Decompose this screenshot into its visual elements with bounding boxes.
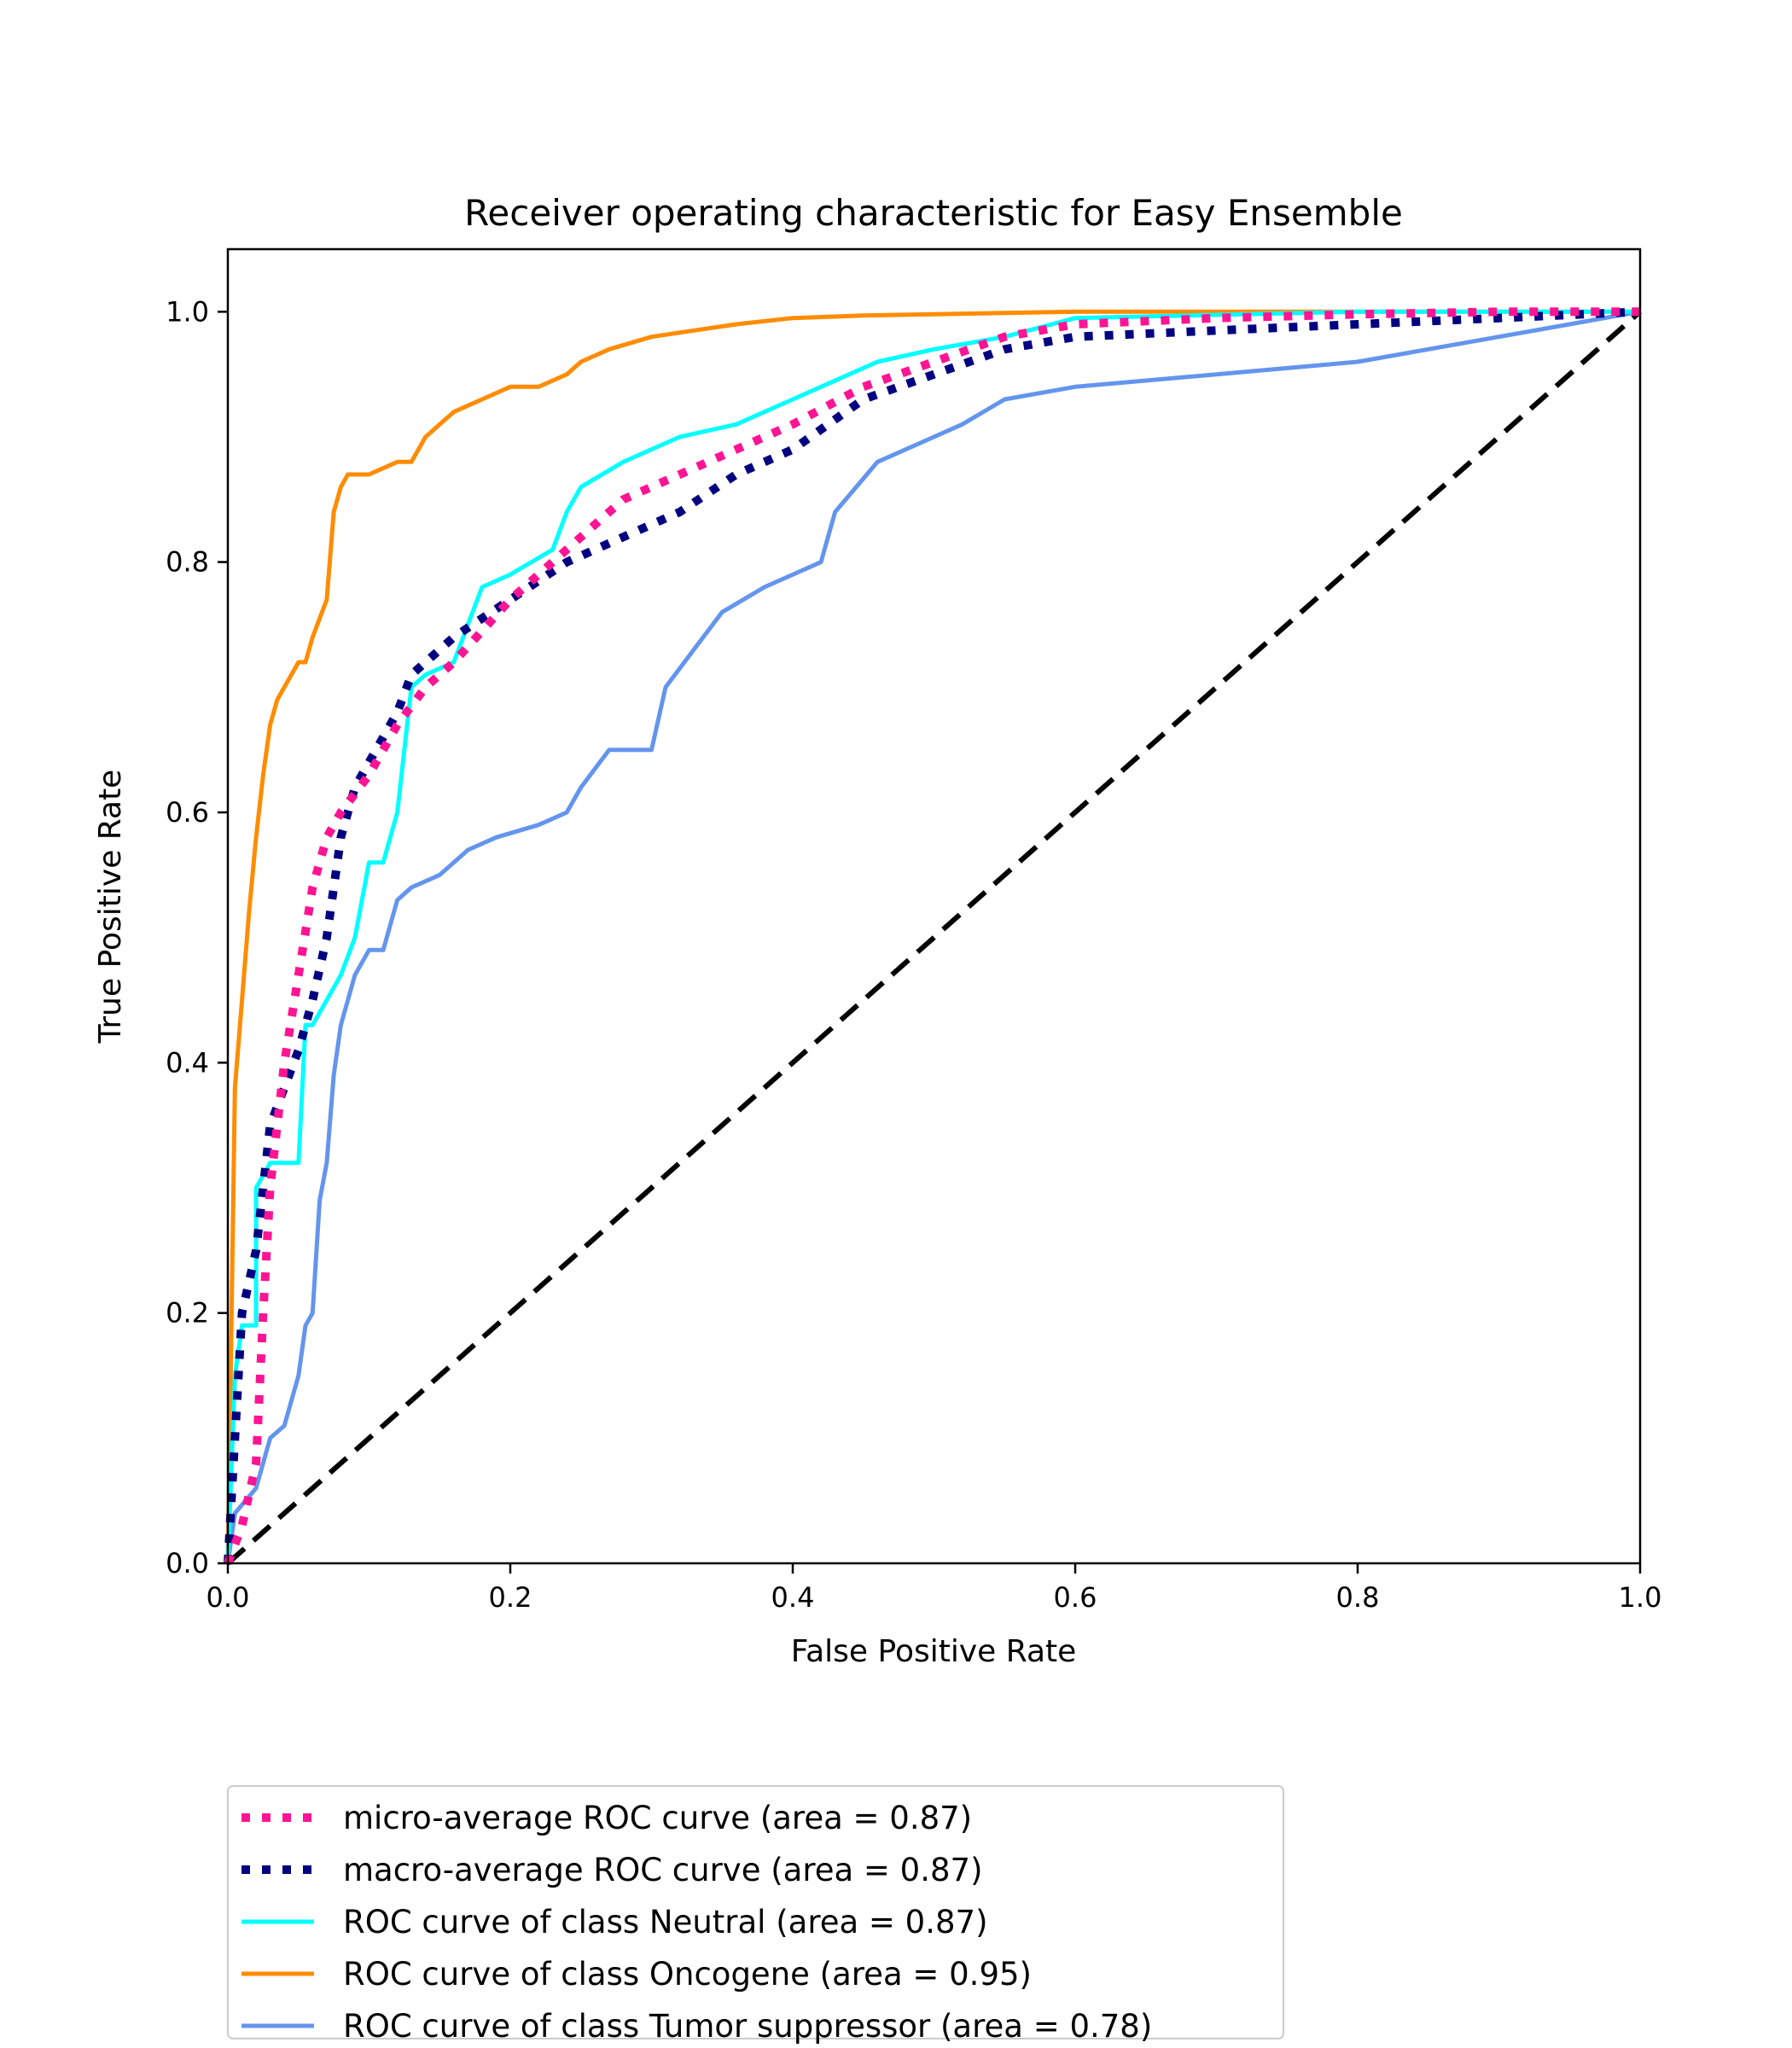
x-tick-label: 1.0 [1619, 1581, 1662, 1614]
series-line-5 [226, 310, 1642, 1566]
x-tick-label: 0.6 [1054, 1581, 1097, 1614]
series-line-3 [225, 309, 1640, 1564]
chart-title: Receiver operating characteristic for Ea… [464, 192, 1403, 234]
legend: micro-average ROC curve (area = 0.87) mac… [227, 1785, 1284, 2045]
legend-label-0: micro-average ROC curve (area = 0.87) [343, 1800, 972, 1836]
x-tick-label: 0.4 [771, 1581, 815, 1614]
x-axis: 0.0 0.2 0.4 0.6 0.8 1.0 [207, 1563, 1662, 1614]
legend-items: micro-average ROC curve (area = 0.87) mac… [241, 1800, 1152, 2045]
legend-box [227, 1785, 1284, 2039]
y-axis-label: True Positive Rate [93, 770, 128, 1044]
x-tick-label: 0.8 [1336, 1581, 1380, 1614]
y-tick-label: 0.8 [166, 546, 209, 579]
y-tick-label: 0.4 [166, 1046, 209, 1079]
x-tick-label: 0.0 [207, 1581, 250, 1614]
y-tick-label: 0.0 [166, 1547, 209, 1580]
legend-label-1: macro-average ROC curve (area = 0.87) [343, 1852, 983, 1888]
series-line-2 [225, 309, 1640, 1564]
y-tick-label: 0.6 [166, 796, 209, 829]
legend-label-2: ROC curve of class Neutral (area = 0.87) [343, 1904, 988, 1940]
x-tick-label: 0.2 [489, 1581, 532, 1614]
series-line-1 [224, 307, 1641, 1564]
legend-label-3: ROC curve of class Oncogene (area = 0.95… [343, 1956, 1032, 1993]
plot-background [228, 249, 1640, 1563]
y-tick-label: 1.0 [166, 295, 209, 328]
y-axis: 0.0 0.2 0.4 0.6 0.8 1.0 [166, 295, 228, 1580]
plot-frame [226, 247, 1642, 1565]
legend-label-4: ROC curve of class Tumor suppressor (are… [343, 2008, 1152, 2045]
series-layer [224, 307, 1642, 1566]
series-line-4 [225, 309, 1641, 1564]
y-tick-label: 0.2 [166, 1297, 209, 1329]
plot-area [224, 247, 1642, 1566]
x-axis-label: False Positive Rate [791, 1634, 1077, 1669]
